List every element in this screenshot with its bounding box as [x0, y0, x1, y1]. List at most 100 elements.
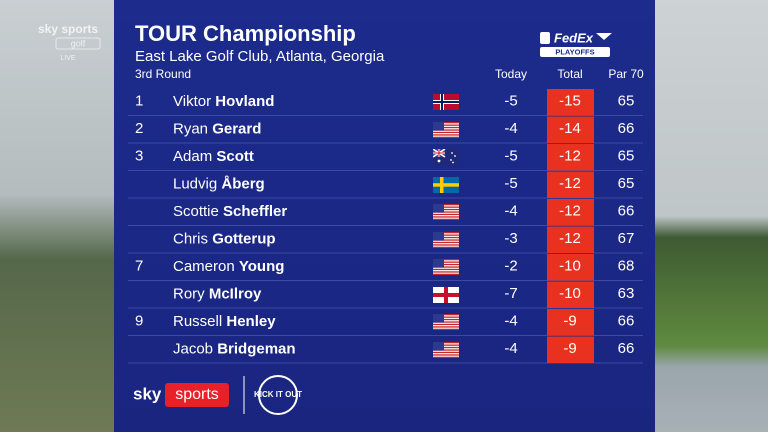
total: -12 — [559, 230, 581, 247]
first-name: Cameron — [173, 258, 235, 275]
footer-kick: KICK IT OUT — [254, 390, 302, 399]
flag — [433, 259, 459, 275]
round-score: 66 — [618, 340, 635, 357]
total: -12 — [559, 175, 581, 192]
channel-live: LIVE — [60, 55, 76, 62]
first-name: Rory — [173, 285, 205, 302]
total-cell — [547, 144, 594, 171]
player-name: Ludvig Åberg — [173, 175, 265, 192]
round-score: 65 — [618, 148, 635, 165]
round-score: 65 — [618, 93, 635, 110]
first-name: Viktor — [173, 93, 211, 110]
background-left — [0, 0, 114, 432]
flag — [433, 94, 459, 110]
sponsor-sub: PLAYOFFS — [555, 47, 594, 56]
round-score: 68 — [618, 258, 635, 275]
first-name: Russell — [173, 313, 222, 330]
rows: 1 Viktor Hovland -5 -15 65 2 Ryan Gerard -4 -14 6… — [128, 89, 643, 364]
round-score: 67 — [618, 230, 635, 247]
channel-box — [55, 37, 101, 50]
subtitle: East Lake Golf Club, Atlanta, Georgia — [135, 48, 385, 65]
first-name: Scottie — [173, 203, 219, 220]
total-cell — [547, 254, 594, 281]
total-cell — [547, 171, 594, 198]
footer: sky sports KICK IT OUT — [133, 375, 302, 415]
footer-kick-ring — [258, 375, 298, 415]
flag — [433, 342, 459, 358]
flag — [433, 232, 459, 248]
sponsor-logo: FedEx PLAYOFFS — [540, 30, 612, 57]
position: 9 — [135, 313, 143, 330]
player-name: Chris Gotterup — [173, 230, 276, 247]
last-name: Young — [239, 258, 285, 275]
today: -4 — [504, 313, 517, 330]
first-name: Ryan — [173, 120, 208, 137]
title: TOUR Championship — [135, 21, 356, 46]
total: -10 — [559, 258, 581, 275]
today: -4 — [504, 340, 517, 357]
channel-watermark: sky sports golf LIVE — [38, 22, 101, 62]
total-cell — [547, 89, 594, 116]
flag — [433, 177, 459, 193]
first-name: Adam — [173, 148, 212, 165]
total-cell — [547, 281, 594, 308]
player-name: Adam Scott — [173, 148, 254, 165]
sponsor-badge — [540, 32, 550, 44]
flag — [433, 314, 459, 330]
flag — [433, 122, 459, 138]
total-cell — [547, 309, 594, 336]
position: 1 — [135, 93, 143, 110]
last-name: Gotterup — [212, 230, 275, 247]
flag — [433, 149, 459, 165]
last-name: Bridgeman — [217, 340, 295, 357]
round-score: 66 — [618, 203, 635, 220]
total: -9 — [563, 313, 576, 330]
total: -12 — [559, 148, 581, 165]
last-name: Åberg — [221, 175, 264, 192]
last-name: Hovland — [215, 93, 274, 110]
first-name: Jacob — [173, 340, 213, 357]
last-name: Henley — [226, 313, 276, 330]
background-right — [655, 0, 768, 432]
sponsor-name: FedEx — [554, 30, 594, 45]
col-total: Total — [557, 67, 582, 81]
total-cell — [547, 226, 594, 253]
total: -10 — [559, 285, 581, 302]
today: -7 — [504, 285, 517, 302]
today: -5 — [504, 175, 517, 192]
position: 2 — [135, 120, 143, 137]
last-name: McIlroy — [209, 285, 262, 302]
today: -5 — [504, 93, 517, 110]
total-cell — [547, 199, 594, 226]
total: -15 — [559, 93, 581, 110]
channel-brand: sky sports — [38, 22, 98, 36]
round-score: 65 — [618, 175, 635, 192]
today: -2 — [504, 258, 517, 275]
today: -4 — [504, 203, 517, 220]
col-today: Today — [495, 67, 527, 81]
total: -12 — [559, 203, 581, 220]
last-name: Scheffler — [223, 203, 287, 220]
total: -9 — [563, 340, 576, 357]
col-par: Par 70 — [608, 67, 644, 81]
total-cell — [547, 116, 594, 143]
round-score: 63 — [618, 285, 635, 302]
player-name: Jacob Bridgeman — [173, 340, 296, 357]
player-name: Scottie Scheffler — [173, 203, 287, 220]
player-name: Viktor Hovland — [173, 93, 274, 110]
footer-sky: sky — [133, 384, 162, 403]
first-name: Ludvig — [173, 175, 217, 192]
footer-sports-box — [165, 383, 229, 407]
position: 7 — [135, 258, 143, 275]
footer-sports: sports — [175, 386, 219, 403]
today: -4 — [504, 120, 517, 137]
flag — [433, 287, 459, 303]
flag — [433, 204, 459, 220]
sponsor-cup — [596, 33, 612, 40]
player-name: Cameron Young — [173, 258, 284, 275]
first-name: Chris — [173, 230, 208, 247]
last-name: Scott — [216, 148, 254, 165]
round: 3rd Round — [135, 67, 191, 81]
player-name: Russell Henley — [173, 313, 276, 330]
